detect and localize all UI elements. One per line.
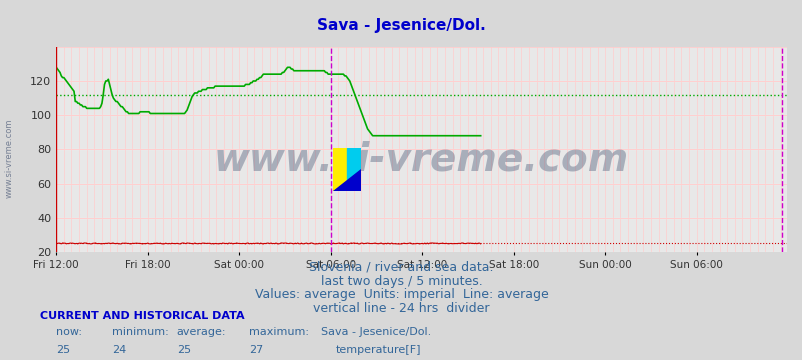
Text: CURRENT AND HISTORICAL DATA: CURRENT AND HISTORICAL DATA [40,311,245,321]
Text: www.si-vreme.com: www.si-vreme.com [213,141,629,179]
Text: vertical line - 24 hrs  divider: vertical line - 24 hrs divider [313,302,489,315]
Polygon shape [333,169,361,191]
Bar [346,148,361,191]
Text: maximum:: maximum: [249,327,309,337]
Text: temperature[F]: temperature[F] [335,345,420,355]
Text: last two days / 5 minutes.: last two days / 5 minutes. [320,275,482,288]
Text: Sava - Jesenice/Dol.: Sava - Jesenice/Dol. [317,18,485,33]
Text: average:: average: [176,327,226,337]
Text: Sava - Jesenice/Dol.: Sava - Jesenice/Dol. [321,327,431,337]
Text: 27: 27 [249,345,263,355]
Text: Values: average  Units: imperial  Line: average: Values: average Units: imperial Line: av… [254,288,548,301]
Bar [333,148,346,191]
Text: 25: 25 [56,345,71,355]
Text: minimum:: minimum: [112,327,169,337]
Text: www.si-vreme.com: www.si-vreme.com [5,119,14,198]
Text: 25: 25 [176,345,191,355]
Text: 24: 24 [112,345,127,355]
Text: now:: now: [56,327,82,337]
Text: Slovenia / river and sea data.: Slovenia / river and sea data. [309,261,493,274]
